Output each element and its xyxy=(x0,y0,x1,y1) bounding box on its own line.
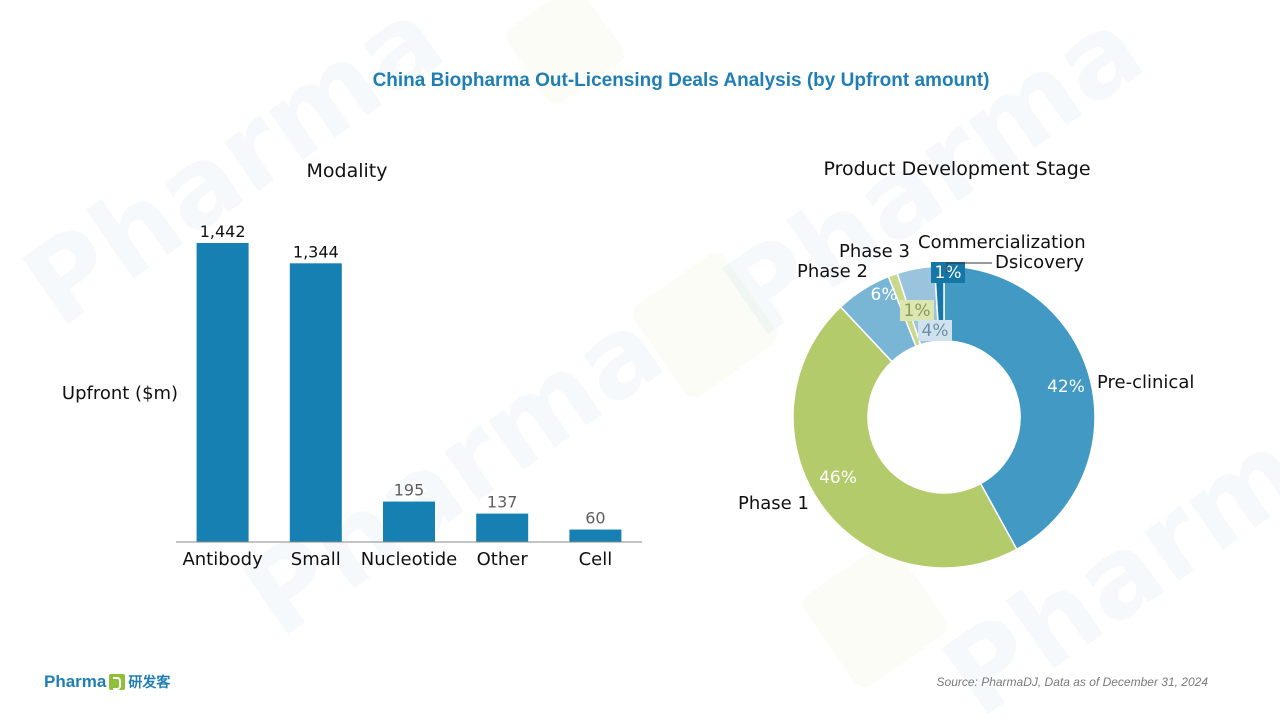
bar-value-label: 1,442 xyxy=(200,222,246,241)
slice-name-label: Phase 2 xyxy=(797,261,868,282)
slice-phase-1 xyxy=(792,305,1018,569)
x-tick-label: Otherbiologics xyxy=(463,549,542,570)
donut-chart-title: Product Development Stage xyxy=(823,158,1090,180)
bar-0 xyxy=(196,243,249,542)
x-tick-label: Celltherapy xyxy=(560,549,630,570)
slice-name-label: Pre-clinical xyxy=(1097,372,1194,393)
x-tick-label: Smallmolecule xyxy=(275,549,357,570)
slice-name-label: Phase 3 xyxy=(839,241,910,262)
slice-name-label: Dsicovery xyxy=(995,252,1084,273)
bar-4 xyxy=(569,529,622,542)
slice-percent-label: 46% xyxy=(819,468,857,488)
slice-name-label: Commercialization xyxy=(918,232,1086,253)
source-note: Source: PharmaDJ, Data as of December 31… xyxy=(936,675,1208,689)
slice-percent-bg xyxy=(900,300,934,321)
bar-1 xyxy=(289,263,342,542)
slice-percent-bg xyxy=(931,262,965,283)
page-title: China Biopharma Out-Licensing Deals Anal… xyxy=(372,70,990,91)
stage-donut-chart: Product Development Stage 42%46%6%1%4%1%… xyxy=(738,158,1194,569)
bar-value-label: 1,344 xyxy=(293,242,339,261)
modality-bar-chart: Modality Upfront ($m) 1,442 Antibody 1,344… xyxy=(62,160,642,570)
slice-percent-label: 42% xyxy=(1047,377,1085,397)
brand-mark-icon xyxy=(109,674,126,690)
x-tick-label: Antibody xyxy=(182,549,263,570)
slice-name-label: Phase 1 xyxy=(738,493,809,514)
slice-percent-label: 1% xyxy=(935,263,962,283)
bar-value-label: 60 xyxy=(585,509,605,528)
slice-percent-bg xyxy=(918,320,952,341)
bar-chart-title: Modality xyxy=(307,160,388,182)
brand-name: Pharma xyxy=(44,672,107,691)
brand-name-cn: 研发客 xyxy=(128,675,171,691)
slice-percent-label: 4% xyxy=(922,321,949,341)
slice-pre-clinical xyxy=(943,265,1096,551)
bar-value-label: 137 xyxy=(487,493,518,512)
leader-line xyxy=(946,262,992,273)
slice-percent-label: 6% xyxy=(871,285,898,305)
bar-3 xyxy=(476,513,529,542)
bar-value-label: 195 xyxy=(394,481,425,500)
footer-logo: Pharma 研发客 xyxy=(44,671,170,693)
x-tick-label: Nucleotidetherapy xyxy=(361,549,457,570)
y-axis-label: Upfront ($m) xyxy=(62,383,178,404)
bar-2 xyxy=(383,501,435,542)
slice-percent-label: 1% xyxy=(904,301,931,321)
